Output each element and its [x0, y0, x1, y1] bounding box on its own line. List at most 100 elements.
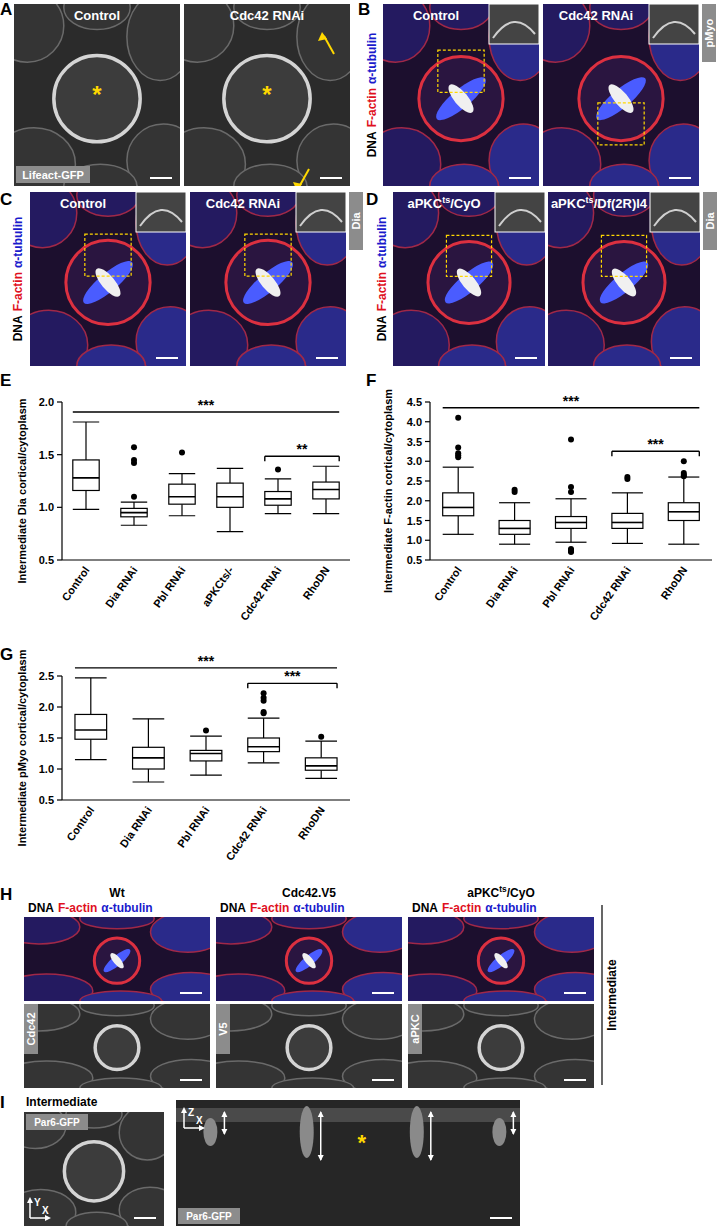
- significance-tick: [264, 456, 265, 461]
- neighbor-cell: [439, 192, 500, 216]
- height-arrow-head: [221, 1111, 227, 1135]
- axis-letter: Z: [188, 1107, 194, 1118]
- inset-region: [601, 235, 646, 276]
- scale-bar: [564, 992, 586, 994]
- x-axis: [430, 559, 712, 560]
- title: Wt: [109, 886, 124, 900]
- inset-cortex: [654, 210, 696, 226]
- inset-region: [85, 234, 131, 276]
- neighbor-cell: [24, 917, 80, 944]
- channel-tag: [216, 1004, 230, 1054]
- significance: ***: [284, 668, 301, 684]
- whisker: [627, 528, 628, 543]
- median: [265, 498, 291, 500]
- cell-cortex: [579, 57, 663, 141]
- y-tick-label: 2.0: [39, 701, 54, 713]
- spindle: [293, 946, 325, 976]
- neighbor-cell: [234, 164, 307, 186]
- scale-bar: [490, 1217, 512, 1219]
- micrograph: [176, 1100, 520, 1226]
- micrograph: [408, 917, 594, 1001]
- channel-tag: [349, 192, 363, 250]
- title: Control: [413, 8, 459, 23]
- whisker: [325, 466, 326, 482]
- whisker: [321, 741, 322, 758]
- neighbor-cell: [237, 345, 306, 366]
- y-tick: [57, 737, 62, 738]
- title-part: aPKC: [407, 196, 442, 211]
- micrograph: [216, 917, 402, 1001]
- inset: [489, 4, 539, 44]
- whisker: [458, 467, 459, 493]
- whisker: [205, 761, 206, 775]
- box: [313, 482, 339, 499]
- box: [305, 758, 337, 770]
- stain-part: F-actin: [365, 88, 379, 127]
- neighbor-cell: [150, 917, 210, 952]
- whisker-cap: [190, 775, 222, 776]
- cell-cortex: [94, 938, 139, 983]
- channel-label: Dia: [704, 212, 716, 230]
- inset-cortex: [300, 210, 342, 226]
- whisker-cap: [190, 736, 222, 737]
- inset: [650, 192, 700, 232]
- scale-bar: [564, 1079, 586, 1081]
- channel-label: aPKC: [409, 1014, 421, 1043]
- x-tick-label: Dia RNAi: [117, 804, 154, 849]
- bracket: [601, 905, 602, 1085]
- micrograph: [14, 4, 180, 186]
- whisker: [514, 503, 515, 521]
- y-tick: [57, 454, 62, 455]
- y-tick: [57, 768, 62, 769]
- whisker: [229, 468, 230, 483]
- stain-part: F-actin: [250, 901, 289, 915]
- whisker: [181, 474, 182, 485]
- box: [668, 503, 699, 521]
- whisker: [90, 678, 91, 715]
- median: [555, 522, 586, 524]
- height-arrow-head: [428, 1111, 434, 1161]
- box: [121, 508, 147, 516]
- scale-bar: [150, 177, 172, 179]
- whisker-cap: [75, 759, 107, 760]
- height-arrow: [430, 1112, 432, 1160]
- box: [133, 747, 165, 769]
- micrograph: [216, 1004, 402, 1088]
- y-tick: [425, 540, 430, 541]
- whisker-cap: [217, 531, 243, 532]
- neighbor-cell: [136, 192, 186, 265]
- cell-cortex: [479, 1026, 523, 1070]
- x-tick-label: aPKCts/-: [200, 564, 236, 609]
- cortex-signal: [203, 1118, 217, 1146]
- chromosomes: [91, 265, 124, 301]
- y-tick-label: 1.5: [39, 449, 54, 461]
- whisker-cap: [73, 509, 99, 510]
- outlier: [624, 474, 630, 480]
- y-tick: [425, 559, 430, 560]
- background: [0, 0, 718, 1229]
- height-arrow-head: [510, 1111, 516, 1135]
- whisker-cap: [443, 534, 474, 535]
- neighbor-cell: [408, 917, 464, 944]
- whisker: [570, 528, 571, 542]
- neighbor-cell: [150, 972, 210, 1001]
- outlier: [455, 415, 461, 421]
- outlier: [131, 444, 137, 450]
- whisker-cap: [217, 468, 243, 469]
- arrow-head: [318, 32, 327, 41]
- x-tick-label: Pbl RNAi: [540, 564, 577, 609]
- channel-label: Cdc42: [25, 1012, 37, 1045]
- cell-cortex: [54, 55, 140, 141]
- scale-bar: [515, 357, 537, 359]
- panel-label: E: [0, 371, 11, 390]
- plot-marks: [73, 422, 339, 532]
- channel-tag: [26, 1114, 88, 1130]
- whisker: [683, 521, 684, 545]
- inset-cortex: [493, 22, 535, 38]
- neighbor-cell: [80, 917, 154, 929]
- scale-bar: [372, 992, 394, 994]
- channel-label: Lifeact-GFP: [22, 169, 84, 181]
- median: [133, 757, 165, 759]
- stain-part: DNA: [11, 315, 25, 341]
- title-part: /CyO: [450, 196, 480, 211]
